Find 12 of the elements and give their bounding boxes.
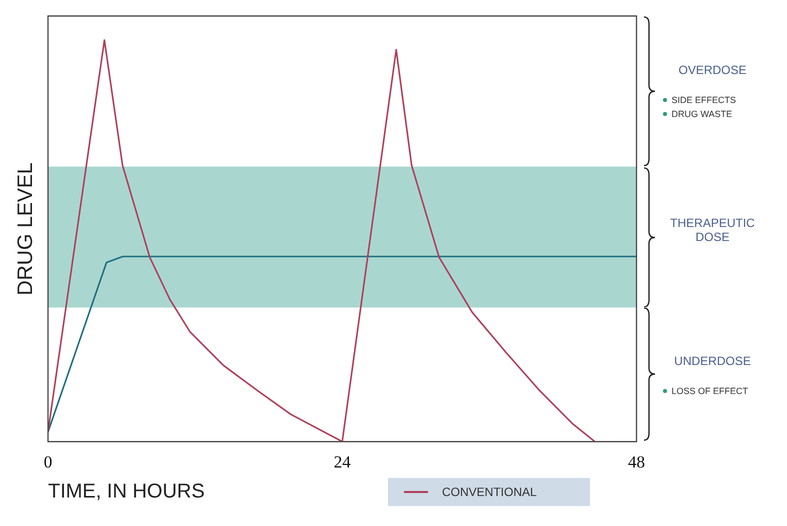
legend-label: CONVENTIONAL: [442, 485, 537, 499]
x-tick-label: 48: [628, 452, 645, 472]
text: UNDERDOSE: [674, 354, 751, 368]
x-tick-label: 24: [334, 452, 352, 472]
x-axis-title: TIME, IN HOURS: [48, 480, 205, 503]
text: SIDE EFFECTS: [672, 95, 736, 106]
x-tick-label: 0: [44, 452, 52, 472]
text: LOSS OF EFFECT: [672, 386, 748, 396]
text: DRUG WASTE: [672, 109, 732, 120]
text: OVERDOSE: [678, 63, 746, 78]
y-axis-title: DRUG LEVEL: [14, 162, 38, 296]
text: THERAPEUTIC DOSE: [669, 216, 756, 244]
